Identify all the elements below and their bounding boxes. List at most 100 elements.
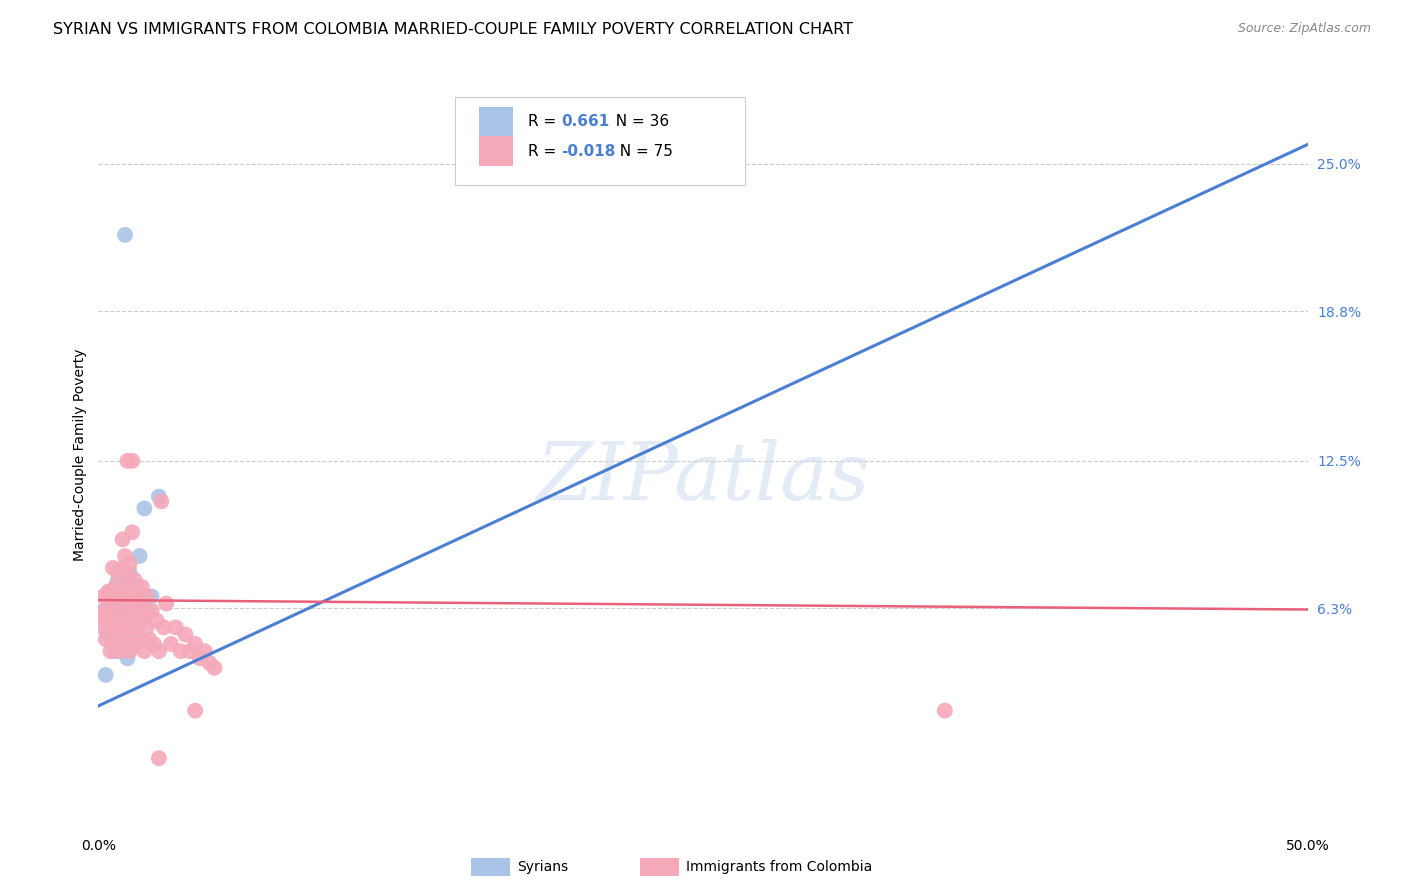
- Point: [114, 227, 136, 242]
- Point: [169, 644, 191, 658]
- Point: [111, 590, 134, 604]
- Point: [107, 627, 129, 641]
- Point: [104, 613, 127, 627]
- Point: [165, 620, 187, 634]
- Point: [121, 627, 143, 641]
- Point: [134, 501, 156, 516]
- Point: [97, 627, 120, 641]
- Text: R =: R =: [527, 114, 561, 129]
- Point: [127, 580, 149, 594]
- Text: N = 36: N = 36: [606, 114, 669, 129]
- Point: [97, 584, 120, 599]
- Text: 0.661: 0.661: [561, 114, 610, 129]
- Point: [101, 620, 124, 634]
- Point: [152, 620, 174, 634]
- Point: [117, 620, 139, 634]
- Point: [114, 549, 136, 563]
- Point: [117, 597, 139, 611]
- Point: [934, 704, 956, 718]
- Point: [114, 580, 136, 594]
- Point: [127, 620, 149, 634]
- Point: [118, 566, 141, 580]
- FancyBboxPatch shape: [479, 136, 513, 167]
- Text: Immigrants from Colombia: Immigrants from Colombia: [686, 860, 872, 874]
- Point: [135, 590, 157, 604]
- Point: [100, 584, 122, 599]
- Point: [100, 644, 122, 658]
- Point: [107, 627, 129, 641]
- Point: [100, 620, 122, 634]
- Point: [118, 644, 141, 658]
- Point: [104, 580, 127, 594]
- Text: N = 75: N = 75: [610, 144, 672, 159]
- Point: [128, 597, 150, 611]
- Point: [107, 566, 129, 580]
- Text: -0.018: -0.018: [561, 144, 616, 159]
- Point: [107, 604, 129, 618]
- Point: [101, 590, 124, 604]
- Point: [131, 613, 153, 627]
- FancyBboxPatch shape: [456, 96, 745, 186]
- Point: [94, 668, 117, 682]
- Point: [117, 627, 139, 641]
- Point: [204, 661, 226, 675]
- Point: [124, 637, 146, 651]
- Point: [104, 637, 127, 651]
- Point: [134, 608, 156, 623]
- Point: [117, 651, 139, 665]
- Point: [111, 637, 134, 651]
- Point: [104, 644, 127, 658]
- Point: [131, 580, 153, 594]
- Point: [94, 604, 117, 618]
- Point: [141, 590, 163, 604]
- Point: [184, 704, 207, 718]
- Point: [94, 632, 117, 647]
- Point: [111, 604, 134, 618]
- Point: [117, 566, 139, 580]
- Point: [101, 597, 124, 611]
- Point: [179, 644, 201, 658]
- Point: [148, 751, 170, 765]
- Text: SYRIAN VS IMMIGRANTS FROM COLOMBIA MARRIED-COUPLE FAMILY POVERTY CORRELATION CHA: SYRIAN VS IMMIGRANTS FROM COLOMBIA MARRI…: [53, 22, 853, 37]
- Point: [131, 597, 153, 611]
- Point: [118, 597, 141, 611]
- Point: [107, 573, 129, 587]
- Point: [188, 651, 211, 665]
- Point: [128, 632, 150, 647]
- Point: [138, 632, 160, 647]
- Point: [101, 637, 124, 651]
- Point: [148, 644, 170, 658]
- Point: [104, 580, 127, 594]
- Point: [91, 590, 114, 604]
- Point: [107, 597, 129, 611]
- Point: [91, 604, 114, 618]
- Point: [174, 627, 197, 641]
- Point: [114, 580, 136, 594]
- Point: [108, 590, 131, 604]
- Point: [118, 613, 141, 627]
- Point: [148, 490, 170, 504]
- Point: [141, 604, 163, 618]
- Point: [121, 590, 143, 604]
- Point: [91, 620, 114, 634]
- Point: [155, 597, 177, 611]
- Point: [143, 637, 166, 651]
- Point: [114, 637, 136, 651]
- Point: [94, 613, 117, 627]
- Point: [124, 604, 146, 618]
- Text: Source: ZipAtlas.com: Source: ZipAtlas.com: [1237, 22, 1371, 36]
- Text: R =: R =: [527, 144, 561, 159]
- Point: [184, 637, 207, 651]
- Point: [150, 494, 173, 508]
- Point: [135, 620, 157, 634]
- Point: [100, 597, 122, 611]
- Point: [111, 533, 134, 547]
- Point: [114, 608, 136, 623]
- Point: [127, 590, 149, 604]
- Point: [104, 608, 127, 623]
- Point: [114, 613, 136, 627]
- Point: [90, 608, 112, 623]
- Point: [194, 644, 217, 658]
- Point: [145, 613, 167, 627]
- Point: [121, 590, 143, 604]
